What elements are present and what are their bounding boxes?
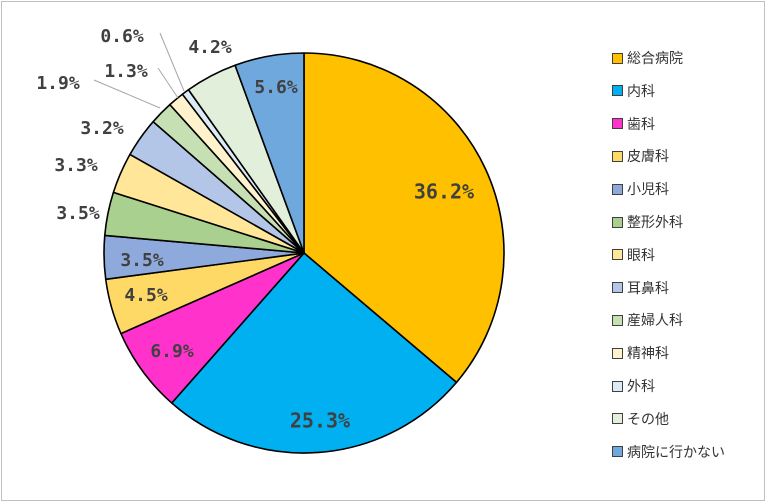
data-label: 3.2% — [80, 118, 124, 139]
legend-swatch — [612, 314, 623, 326]
legend-swatch — [612, 118, 623, 130]
leader-line — [157, 67, 179, 99]
legend-label: 内科 — [627, 83, 655, 100]
legend-swatch — [612, 413, 623, 425]
legend-swatch — [612, 282, 623, 294]
data-label: 4.5% — [124, 285, 168, 306]
legend-item: 内科 — [612, 81, 655, 101]
legend-label: 小児科 — [627, 182, 669, 199]
legend-swatch — [612, 150, 623, 162]
legend-swatch — [612, 249, 623, 261]
legend-item: 小児科 — [612, 179, 669, 199]
data-label: 6.9% — [150, 341, 194, 362]
legend-label: 病院に行かない — [627, 444, 725, 461]
data-label: 1.9% — [36, 73, 80, 94]
data-label: 3.5% — [56, 203, 100, 224]
legend-label: 歯科 — [627, 116, 655, 133]
legend-label: 眼科 — [627, 247, 655, 264]
legend-item: 歯科 — [612, 114, 655, 134]
legend-label: 整形外科 — [627, 215, 683, 231]
legend-item: 耳鼻科 — [612, 278, 669, 298]
legend-swatch — [612, 183, 623, 195]
data-label: 5.6% — [254, 77, 298, 98]
legend-item: 産婦人科 — [612, 310, 683, 330]
data-label: 1.3% — [104, 61, 148, 82]
legend-item: 総合病院 — [612, 48, 683, 68]
legend-swatch — [612, 380, 623, 392]
legend-item: 病院に行かない — [612, 442, 725, 462]
legend-label: 外科 — [627, 379, 655, 395]
legend-label: 総合病院 — [627, 51, 683, 67]
legend-swatch — [612, 52, 623, 64]
pie-slice — [303, 52, 505, 384]
legend-label: 産婦人科 — [627, 313, 683, 330]
legend-item: 眼科 — [612, 245, 655, 265]
leader-line — [93, 79, 161, 109]
legend-item: 外科 — [612, 376, 655, 396]
legend-item: 整形外科 — [612, 212, 683, 232]
legend-swatch — [612, 347, 623, 359]
legend-label: 耳鼻科 — [627, 280, 669, 297]
legend-label: その他 — [627, 411, 669, 428]
pie-slice — [170, 252, 458, 454]
data-label: 4.2% — [188, 37, 232, 58]
data-label: 25.3% — [290, 409, 350, 433]
data-label: 36.2% — [414, 180, 474, 204]
data-label: 3.5% — [120, 250, 164, 271]
legend-swatch — [612, 216, 623, 228]
pie-slice — [234, 52, 305, 254]
legend-item: 皮膚科 — [612, 146, 669, 166]
legend-item: 精神科 — [612, 343, 669, 363]
legend-label: 皮膚科 — [627, 149, 669, 166]
legend-swatch — [612, 85, 623, 97]
data-label: 0.6% — [100, 26, 144, 47]
data-label: 3.3% — [54, 155, 98, 176]
legend-label: 精神科 — [627, 346, 669, 363]
legend-swatch — [612, 446, 623, 458]
leader-line — [159, 32, 185, 92]
legend-item: その他 — [612, 409, 669, 429]
